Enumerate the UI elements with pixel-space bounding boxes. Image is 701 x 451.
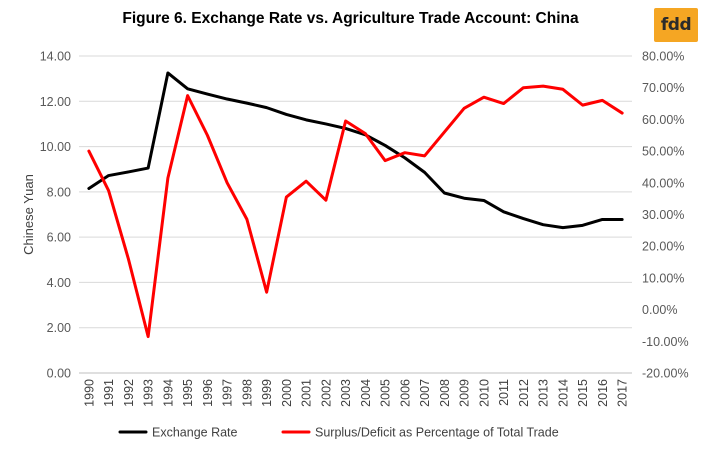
y2-tick-label: -10.00% (642, 335, 689, 349)
y2-tick-label: 70.00% (642, 81, 684, 95)
x-tick-label: 2008 (438, 379, 452, 407)
y2-tick-label: 10.00% (642, 271, 684, 285)
x-tick-label: 2003 (339, 379, 353, 407)
x-tick-label: 1994 (161, 379, 175, 407)
x-tick-label: 2009 (458, 379, 472, 407)
x-tick-label: 2002 (319, 379, 333, 407)
x-tick-label: 2005 (379, 379, 393, 407)
y2-tick-label: 20.00% (642, 240, 684, 254)
x-tick-label: 2001 (300, 379, 314, 407)
x-tick-label: 2011 (497, 379, 511, 406)
x-tick-label: 2014 (556, 379, 570, 407)
y2-tick-label: 50.00% (642, 145, 684, 159)
legend-label: Surplus/Deficit as Percentage of Total T… (315, 426, 559, 440)
y2-tick-label: 30.00% (642, 208, 684, 222)
legend-label: Exchange Rate (152, 426, 238, 440)
x-tick-label: 2017 (616, 379, 630, 407)
x-tick-label: 1990 (82, 379, 96, 407)
x-tick-label: 2016 (596, 379, 610, 407)
y-tick-label: 4.00 (47, 276, 71, 290)
x-tick-label: 2000 (280, 379, 294, 407)
x-tick-label: 1996 (201, 379, 215, 407)
x-tick-label: 1998 (240, 379, 254, 407)
x-tick-label: 1992 (122, 379, 136, 407)
y-tick-label: 10.00 (40, 140, 71, 154)
y2-tick-label: 60.00% (642, 113, 684, 127)
x-tick-label: 2010 (477, 379, 491, 407)
y-tick-label: 6.00 (47, 231, 71, 245)
x-tick-label: 1999 (260, 379, 274, 407)
y2-tick-label: 40.00% (642, 176, 684, 190)
chart-title: Figure 6. Exchange Rate vs. Agriculture … (122, 10, 579, 27)
y2-tick-label: 0.00% (642, 303, 677, 317)
x-tick-label: 1997 (221, 379, 235, 407)
fdd-logo-text: fdd (660, 15, 692, 35)
x-tick-label: 2015 (576, 379, 590, 407)
y-tick-label: 14.00 (40, 50, 71, 64)
x-tick-label: 2006 (398, 379, 412, 407)
x-tick-label: 2013 (537, 379, 551, 407)
x-tick-label: 1995 (181, 379, 195, 407)
fdd-logo: fdd (654, 8, 698, 42)
exchange-rate-line (87, 71, 624, 230)
y-tick-label: 0.00 (47, 367, 71, 381)
surplus-deficit-line (87, 84, 624, 339)
x-tick-label: 2012 (517, 379, 531, 407)
x-tick-label: 1993 (142, 379, 156, 407)
y-tick-label: 8.00 (47, 185, 71, 199)
y-tick-label: 12.00 (40, 95, 71, 109)
y2-tick-label: 80.00% (642, 50, 684, 64)
x-tick-label: 2007 (418, 379, 432, 407)
x-tick-label: 2004 (359, 379, 373, 407)
y-axis-title: Chinese Yuan (21, 174, 36, 255)
y2-tick-label: -20.00% (642, 367, 689, 381)
y-tick-label: 2.00 (47, 321, 71, 335)
x-tick-label: 1991 (102, 379, 116, 407)
